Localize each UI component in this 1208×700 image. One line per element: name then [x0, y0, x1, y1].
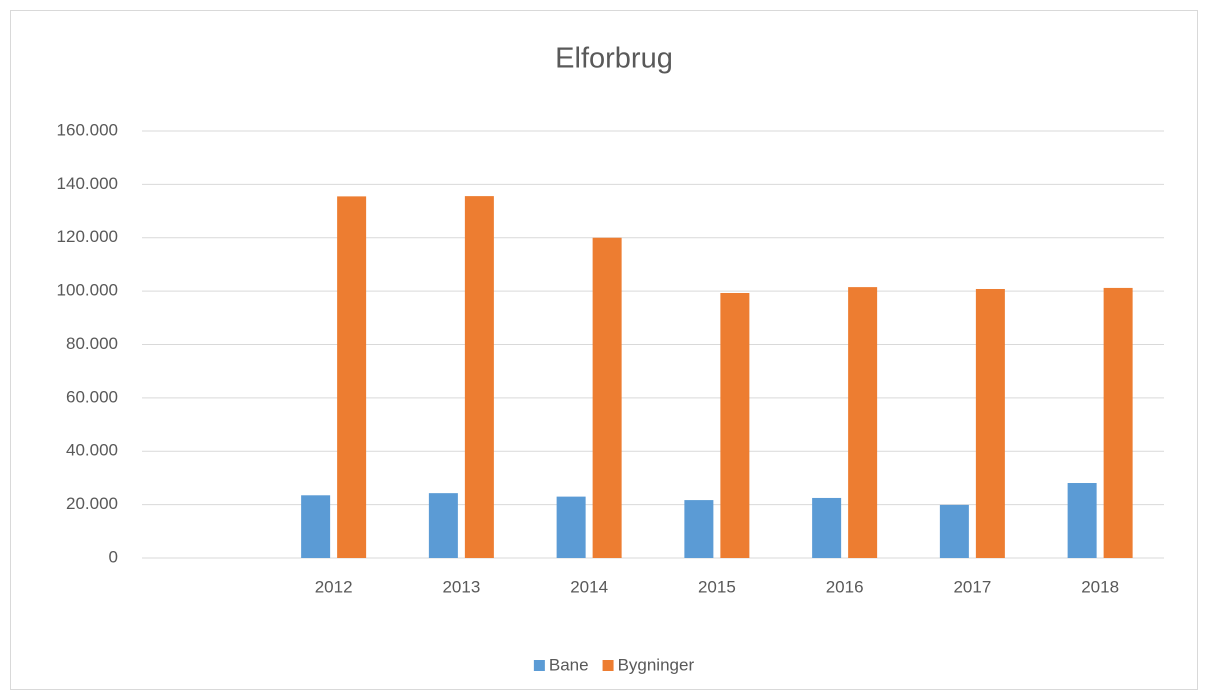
x-tick-label: 2018 — [1081, 577, 1119, 596]
y-tick-label: 140.000 — [57, 174, 118, 193]
bar — [464, 196, 494, 558]
bar — [556, 496, 586, 558]
bar — [848, 287, 878, 558]
bar — [337, 196, 367, 558]
legend-swatch — [602, 660, 614, 671]
legend-label: Bygninger — [618, 655, 695, 674]
y-tick-label: 40.000 — [66, 441, 118, 460]
chart-title: Elforbrug — [555, 43, 673, 75]
y-tick-label: 160.000 — [57, 120, 118, 139]
bar — [975, 288, 1005, 558]
y-tick-label: 0 — [109, 547, 118, 566]
legend-item: Bygninger — [602, 655, 695, 674]
x-tick-label: 2012 — [315, 577, 353, 596]
bar — [812, 497, 842, 558]
y-tick-label: 80.000 — [66, 334, 118, 353]
legend-label: Bane — [549, 655, 589, 674]
bar — [301, 495, 331, 558]
y-tick-label: 100.000 — [57, 281, 118, 300]
bar — [1103, 287, 1133, 558]
bar — [720, 292, 750, 558]
bar — [428, 493, 458, 558]
bar — [592, 237, 622, 558]
x-tick-label: 2017 — [953, 577, 991, 596]
y-tick-label: 20.000 — [66, 494, 118, 513]
x-tick-label: 2014 — [570, 577, 608, 596]
bar — [939, 504, 969, 558]
y-tick-label: 120.000 — [57, 227, 118, 246]
x-tick-label: 2016 — [826, 577, 864, 596]
y-tick-label: 60.000 — [66, 387, 118, 406]
x-tick-label: 2015 — [698, 577, 736, 596]
legend-item: Bane — [533, 655, 589, 674]
x-tick-label: 2013 — [442, 577, 480, 596]
bar — [1067, 483, 1097, 558]
bar — [684, 500, 714, 558]
legend-swatch — [533, 660, 545, 671]
